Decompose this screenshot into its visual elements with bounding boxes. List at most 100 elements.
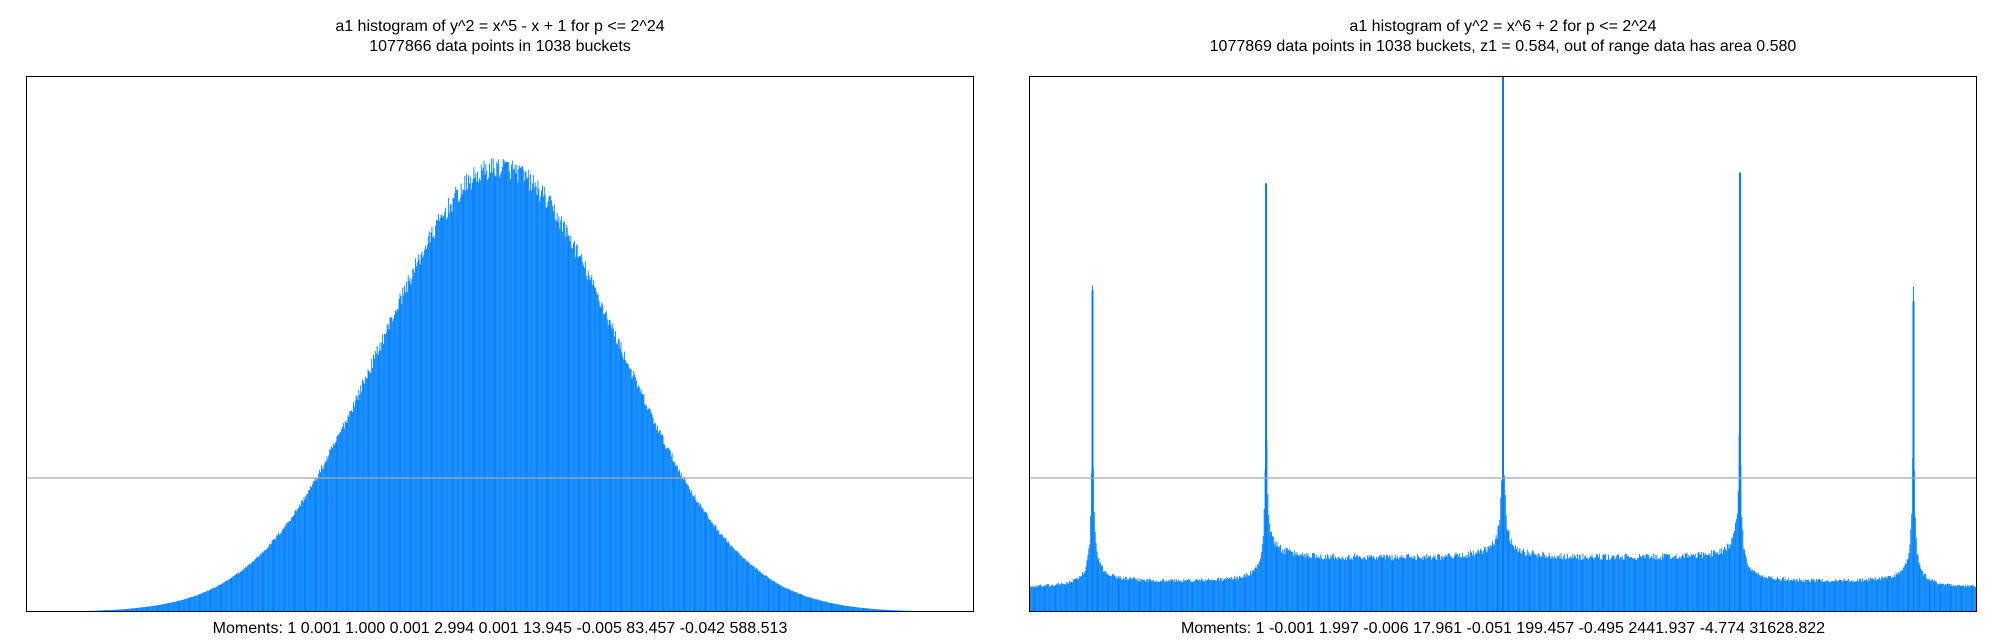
histogram-bar xyxy=(1128,579,1130,612)
histogram-bar xyxy=(1723,549,1725,612)
histogram-bar xyxy=(788,588,790,612)
histogram-bar xyxy=(584,268,585,612)
histogram-bar xyxy=(596,295,598,612)
histogram-bar xyxy=(408,281,410,612)
histogram-bar xyxy=(1611,555,1613,612)
histogram-bar xyxy=(604,314,606,612)
histogram-bar xyxy=(871,608,873,612)
histogram-bar xyxy=(1244,573,1246,612)
histogram-bar xyxy=(202,592,204,612)
histogram-bar xyxy=(190,597,192,612)
histogram-bar xyxy=(507,161,509,612)
histogram-bar xyxy=(1356,554,1358,612)
histogram-bar xyxy=(1068,583,1070,612)
histogram-bar xyxy=(1460,557,1462,612)
histogram-bar xyxy=(1507,531,1509,612)
histogram-bar xyxy=(603,313,605,612)
histogram-bar xyxy=(498,159,500,612)
histogram-bar xyxy=(152,605,153,612)
histogram-bar xyxy=(184,599,185,612)
histogram-bar xyxy=(1727,544,1729,612)
histogram-bar xyxy=(621,352,623,612)
histogram-bar xyxy=(1509,540,1511,612)
histogram-bar xyxy=(631,378,633,612)
histogram-bar xyxy=(491,172,493,612)
histogram-bar xyxy=(1126,579,1128,612)
histogram-bar xyxy=(434,238,436,612)
histogram-bar xyxy=(1301,555,1303,612)
histogram-bar xyxy=(1067,582,1069,612)
histogram-bar xyxy=(1933,581,1935,612)
histogram-bar xyxy=(1465,555,1467,612)
histogram-bar xyxy=(1305,553,1307,612)
histogram-bar xyxy=(813,598,815,612)
histogram-bar xyxy=(1859,578,1861,612)
histogram-bar xyxy=(389,317,391,612)
histogram-bar xyxy=(1178,581,1180,612)
histogram-bar xyxy=(1820,581,1822,612)
histogram-bars xyxy=(26,158,974,613)
histogram-bar xyxy=(1077,580,1079,612)
histogram-bar xyxy=(1039,585,1040,612)
histogram-bar xyxy=(269,544,271,612)
histogram-bar xyxy=(1891,577,1893,612)
histogram-bar xyxy=(1561,558,1563,612)
histogram-bars xyxy=(1029,203,1977,612)
histogram-bar xyxy=(153,605,155,612)
histogram-bar xyxy=(1474,553,1476,612)
histogram-bar xyxy=(245,566,247,612)
histogram-bar xyxy=(634,374,636,612)
histogram-bar xyxy=(501,167,503,612)
histogram-bar xyxy=(1260,552,1262,612)
histogram-bar xyxy=(141,607,142,612)
histogram-bar xyxy=(1431,558,1433,612)
histogram-bar xyxy=(773,580,774,612)
histogram-bar xyxy=(789,589,791,612)
histogram-bar xyxy=(468,183,470,613)
histogram-bar xyxy=(1765,577,1767,612)
histogram-bar xyxy=(1851,581,1853,612)
histogram-bar xyxy=(1532,550,1534,612)
histogram-bar xyxy=(1733,533,1735,612)
histogram-bar xyxy=(401,303,403,612)
histogram-bar xyxy=(489,163,490,612)
histogram-bar xyxy=(1242,577,1244,612)
histogram-bar xyxy=(1675,554,1677,612)
histogram-bar xyxy=(1143,579,1145,612)
histogram-bar xyxy=(1603,554,1605,612)
histogram-bar xyxy=(1652,553,1654,612)
histogram-bar xyxy=(1696,557,1698,612)
histogram-bar xyxy=(502,158,504,613)
histogram-bar xyxy=(1779,580,1781,612)
histogram-bar xyxy=(1213,580,1215,612)
histogram-bar xyxy=(1902,570,1904,612)
histogram-bar xyxy=(1153,579,1155,612)
histogram-bar xyxy=(1345,559,1347,612)
histogram-bar xyxy=(1335,557,1337,612)
histogram-bar xyxy=(679,475,681,612)
histogram-bar xyxy=(567,236,569,612)
histogram-bar xyxy=(638,386,640,612)
histogram-bar xyxy=(800,593,802,612)
histogram-bar xyxy=(1606,559,1608,612)
histogram-bar xyxy=(1714,552,1716,612)
histogram-bar xyxy=(610,324,612,612)
histogram-bar xyxy=(1663,553,1665,612)
histogram-bar xyxy=(761,574,763,612)
histogram-bar xyxy=(1756,573,1758,612)
histogram-bar xyxy=(1492,543,1494,612)
histogram-bar xyxy=(1240,578,1242,612)
histogram-bar xyxy=(1154,582,1156,612)
histogram-bar xyxy=(1934,580,1935,612)
histogram-bar xyxy=(547,201,549,612)
histogram-bar xyxy=(225,580,227,612)
histogram-bar xyxy=(1878,579,1880,612)
histogram-bar xyxy=(712,524,714,612)
histogram-bar xyxy=(247,564,249,612)
histogram-bar xyxy=(327,459,329,612)
histogram-bar xyxy=(750,564,752,612)
histogram-bar xyxy=(710,520,711,612)
histogram-bar xyxy=(472,179,474,613)
histogram-bar xyxy=(1812,580,1814,612)
histogram-bar xyxy=(1745,558,1747,612)
